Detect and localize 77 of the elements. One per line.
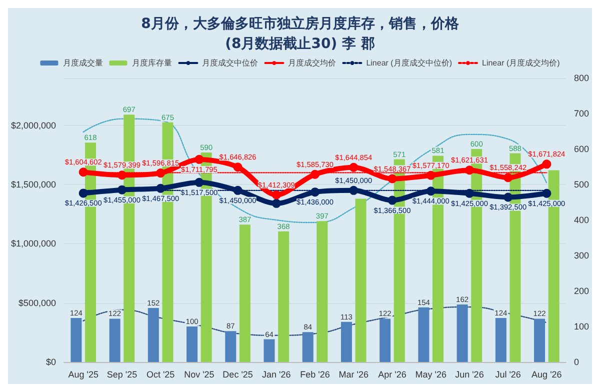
y2-tick-label: 600 xyxy=(574,144,590,154)
point xyxy=(156,168,166,178)
y2-tick-label: 0 xyxy=(574,357,579,367)
y-tick-label: $1,500,000 xyxy=(10,180,56,190)
point xyxy=(388,196,397,205)
y-tick-label: $2,000,000 xyxy=(10,120,56,130)
x-tick-label: Jan '26 xyxy=(262,370,291,380)
bar xyxy=(264,339,275,362)
bar xyxy=(340,322,352,362)
point xyxy=(310,170,320,179)
legend-label: 月度成交中位价 xyxy=(202,58,258,68)
point xyxy=(272,190,281,200)
bar xyxy=(302,332,314,362)
y2-tick-label: 700 xyxy=(574,108,590,118)
x-tick-label: May '26 xyxy=(415,370,446,380)
y2-tick-label: 200 xyxy=(574,286,590,296)
point xyxy=(464,166,474,175)
point xyxy=(78,168,88,177)
point xyxy=(349,186,358,195)
legend-label: 月度库存量 xyxy=(132,58,172,68)
x-tick-label: Apr '26 xyxy=(378,370,406,380)
y2-tick-label: 400 xyxy=(574,215,590,225)
bar xyxy=(418,307,430,362)
point xyxy=(542,188,552,198)
y2-tick-label: 100 xyxy=(574,322,590,332)
chart-title: 8月份，大多倫多旺市独立房月度库存，销售，价格 xyxy=(141,15,460,32)
bar xyxy=(225,331,236,362)
x-tick-label: Jul '26 xyxy=(495,370,521,380)
y-tick-label: $0 xyxy=(46,357,56,367)
x-tick-label: Aug '26 xyxy=(532,370,562,380)
point xyxy=(233,186,242,195)
bar xyxy=(148,308,159,362)
point xyxy=(117,170,126,180)
x-tick-label: Sep '25 xyxy=(106,370,138,380)
point xyxy=(233,162,242,172)
bar xyxy=(456,304,468,362)
point xyxy=(426,186,436,196)
bar xyxy=(278,231,290,362)
chart-subtitle: (8月数据截止30) 李 郡 xyxy=(225,36,375,52)
x-tick-label: Aug '25 xyxy=(68,370,98,380)
point xyxy=(156,184,166,193)
legend-label: 月度成交均价 xyxy=(288,58,336,68)
x-tick-label: Nov '25 xyxy=(184,370,214,380)
y2-tick-label: 800 xyxy=(574,73,590,83)
point xyxy=(388,174,397,184)
x-tick-label: Jun '26 xyxy=(455,370,484,380)
bar xyxy=(355,198,366,362)
legend-label: 月度成交量 xyxy=(63,58,104,68)
point xyxy=(349,162,358,172)
point xyxy=(464,188,474,198)
point xyxy=(542,160,552,169)
x-tick-label: Oct '25 xyxy=(146,370,175,380)
point xyxy=(504,173,513,182)
x-tick-label: Dec '25 xyxy=(222,370,253,380)
line-series xyxy=(82,306,548,336)
bar xyxy=(534,318,546,362)
y2-tick-label: 300 xyxy=(574,250,590,260)
point xyxy=(194,154,204,164)
bar xyxy=(109,318,120,362)
bar xyxy=(70,318,82,362)
point xyxy=(117,185,126,194)
bar xyxy=(316,221,328,362)
bar xyxy=(495,318,506,362)
point xyxy=(426,170,436,180)
y-tick-label: $1,000,000 xyxy=(10,238,56,249)
point xyxy=(194,178,204,187)
legend-label: Linear (月度成交中位价) xyxy=(366,58,452,68)
y2-tick-label: 500 xyxy=(574,180,590,190)
point xyxy=(504,192,513,202)
point xyxy=(310,188,320,197)
point xyxy=(272,198,281,208)
bar xyxy=(239,224,250,362)
y-tick-label: $500,000 xyxy=(18,298,56,308)
x-tick-label: Mar '26 xyxy=(338,370,368,380)
point xyxy=(78,188,88,198)
x-tick-label: Feb '26 xyxy=(300,370,330,380)
legend-label: Linear (月度成交均价) xyxy=(482,58,560,68)
